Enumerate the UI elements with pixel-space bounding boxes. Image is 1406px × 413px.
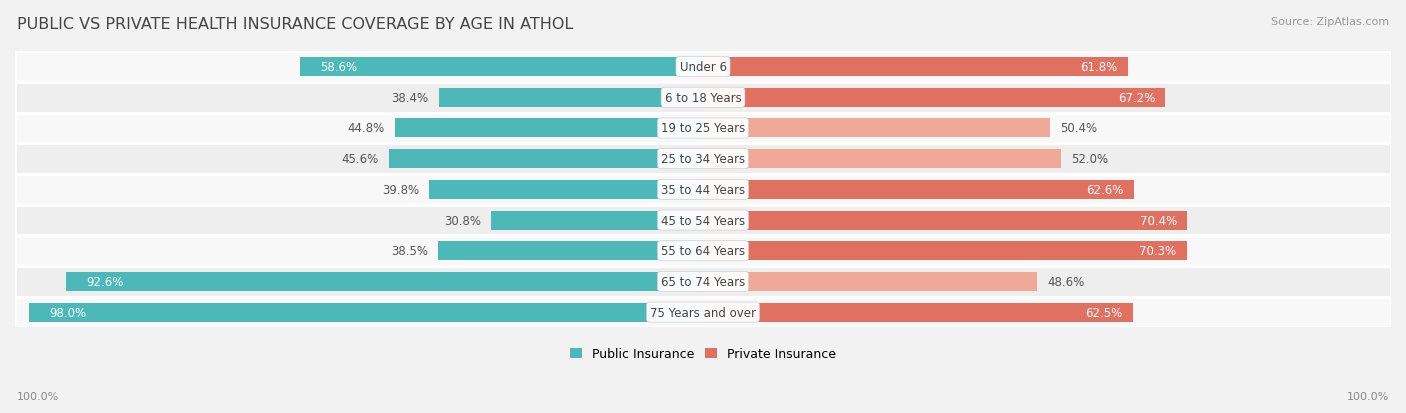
Text: 19 to 25 Years: 19 to 25 Years: [661, 122, 745, 135]
Bar: [15, 236, 1391, 266]
Text: 55 to 64 Years: 55 to 64 Years: [661, 244, 745, 258]
Bar: [703, 119, 1050, 138]
Bar: [439, 88, 703, 107]
Bar: [491, 211, 703, 230]
Bar: [28, 303, 703, 322]
Text: PUBLIC VS PRIVATE HEALTH INSURANCE COVERAGE BY AGE IN ATHOL: PUBLIC VS PRIVATE HEALTH INSURANCE COVER…: [17, 17, 574, 31]
Text: 92.6%: 92.6%: [87, 275, 124, 288]
Text: 75 Years and over: 75 Years and over: [650, 306, 756, 319]
Bar: [703, 180, 1133, 199]
Text: Under 6: Under 6: [679, 61, 727, 74]
Text: 48.6%: 48.6%: [1047, 275, 1085, 288]
Text: 61.8%: 61.8%: [1081, 61, 1118, 74]
Text: 58.6%: 58.6%: [321, 61, 357, 74]
Bar: [395, 119, 703, 138]
Bar: [299, 58, 703, 77]
Bar: [15, 52, 1391, 83]
Bar: [703, 58, 1128, 77]
Text: 70.4%: 70.4%: [1140, 214, 1177, 227]
Bar: [15, 266, 1391, 297]
Text: 100.0%: 100.0%: [1347, 391, 1389, 401]
Bar: [439, 242, 703, 261]
Text: 25 to 34 Years: 25 to 34 Years: [661, 153, 745, 166]
Text: 50.4%: 50.4%: [1060, 122, 1097, 135]
Bar: [15, 113, 1391, 144]
Text: 62.5%: 62.5%: [1085, 306, 1122, 319]
Bar: [703, 272, 1038, 291]
Bar: [703, 150, 1060, 169]
Text: 98.0%: 98.0%: [49, 306, 87, 319]
Text: 70.3%: 70.3%: [1139, 244, 1177, 258]
Text: 39.8%: 39.8%: [382, 183, 419, 196]
Text: 38.4%: 38.4%: [391, 92, 429, 104]
Bar: [703, 211, 1187, 230]
Bar: [703, 88, 1166, 107]
Text: 52.0%: 52.0%: [1071, 153, 1108, 166]
Text: 45.6%: 45.6%: [342, 153, 380, 166]
Bar: [703, 242, 1187, 261]
Bar: [703, 303, 1133, 322]
Legend: Public Insurance, Private Insurance: Public Insurance, Private Insurance: [567, 345, 839, 363]
Text: 67.2%: 67.2%: [1118, 92, 1154, 104]
Bar: [15, 83, 1391, 113]
Bar: [66, 272, 703, 291]
Text: 45 to 54 Years: 45 to 54 Years: [661, 214, 745, 227]
Text: 44.8%: 44.8%: [347, 122, 384, 135]
Text: 100.0%: 100.0%: [17, 391, 59, 401]
Text: 38.5%: 38.5%: [391, 244, 427, 258]
Text: 30.8%: 30.8%: [444, 214, 481, 227]
Text: 35 to 44 Years: 35 to 44 Years: [661, 183, 745, 196]
Text: 62.6%: 62.6%: [1085, 183, 1123, 196]
Bar: [15, 297, 1391, 328]
Bar: [15, 144, 1391, 175]
Text: 6 to 18 Years: 6 to 18 Years: [665, 92, 741, 104]
Bar: [15, 205, 1391, 236]
Text: Source: ZipAtlas.com: Source: ZipAtlas.com: [1271, 17, 1389, 26]
Bar: [389, 150, 703, 169]
Text: 65 to 74 Years: 65 to 74 Years: [661, 275, 745, 288]
Bar: [15, 175, 1391, 205]
Bar: [429, 180, 703, 199]
